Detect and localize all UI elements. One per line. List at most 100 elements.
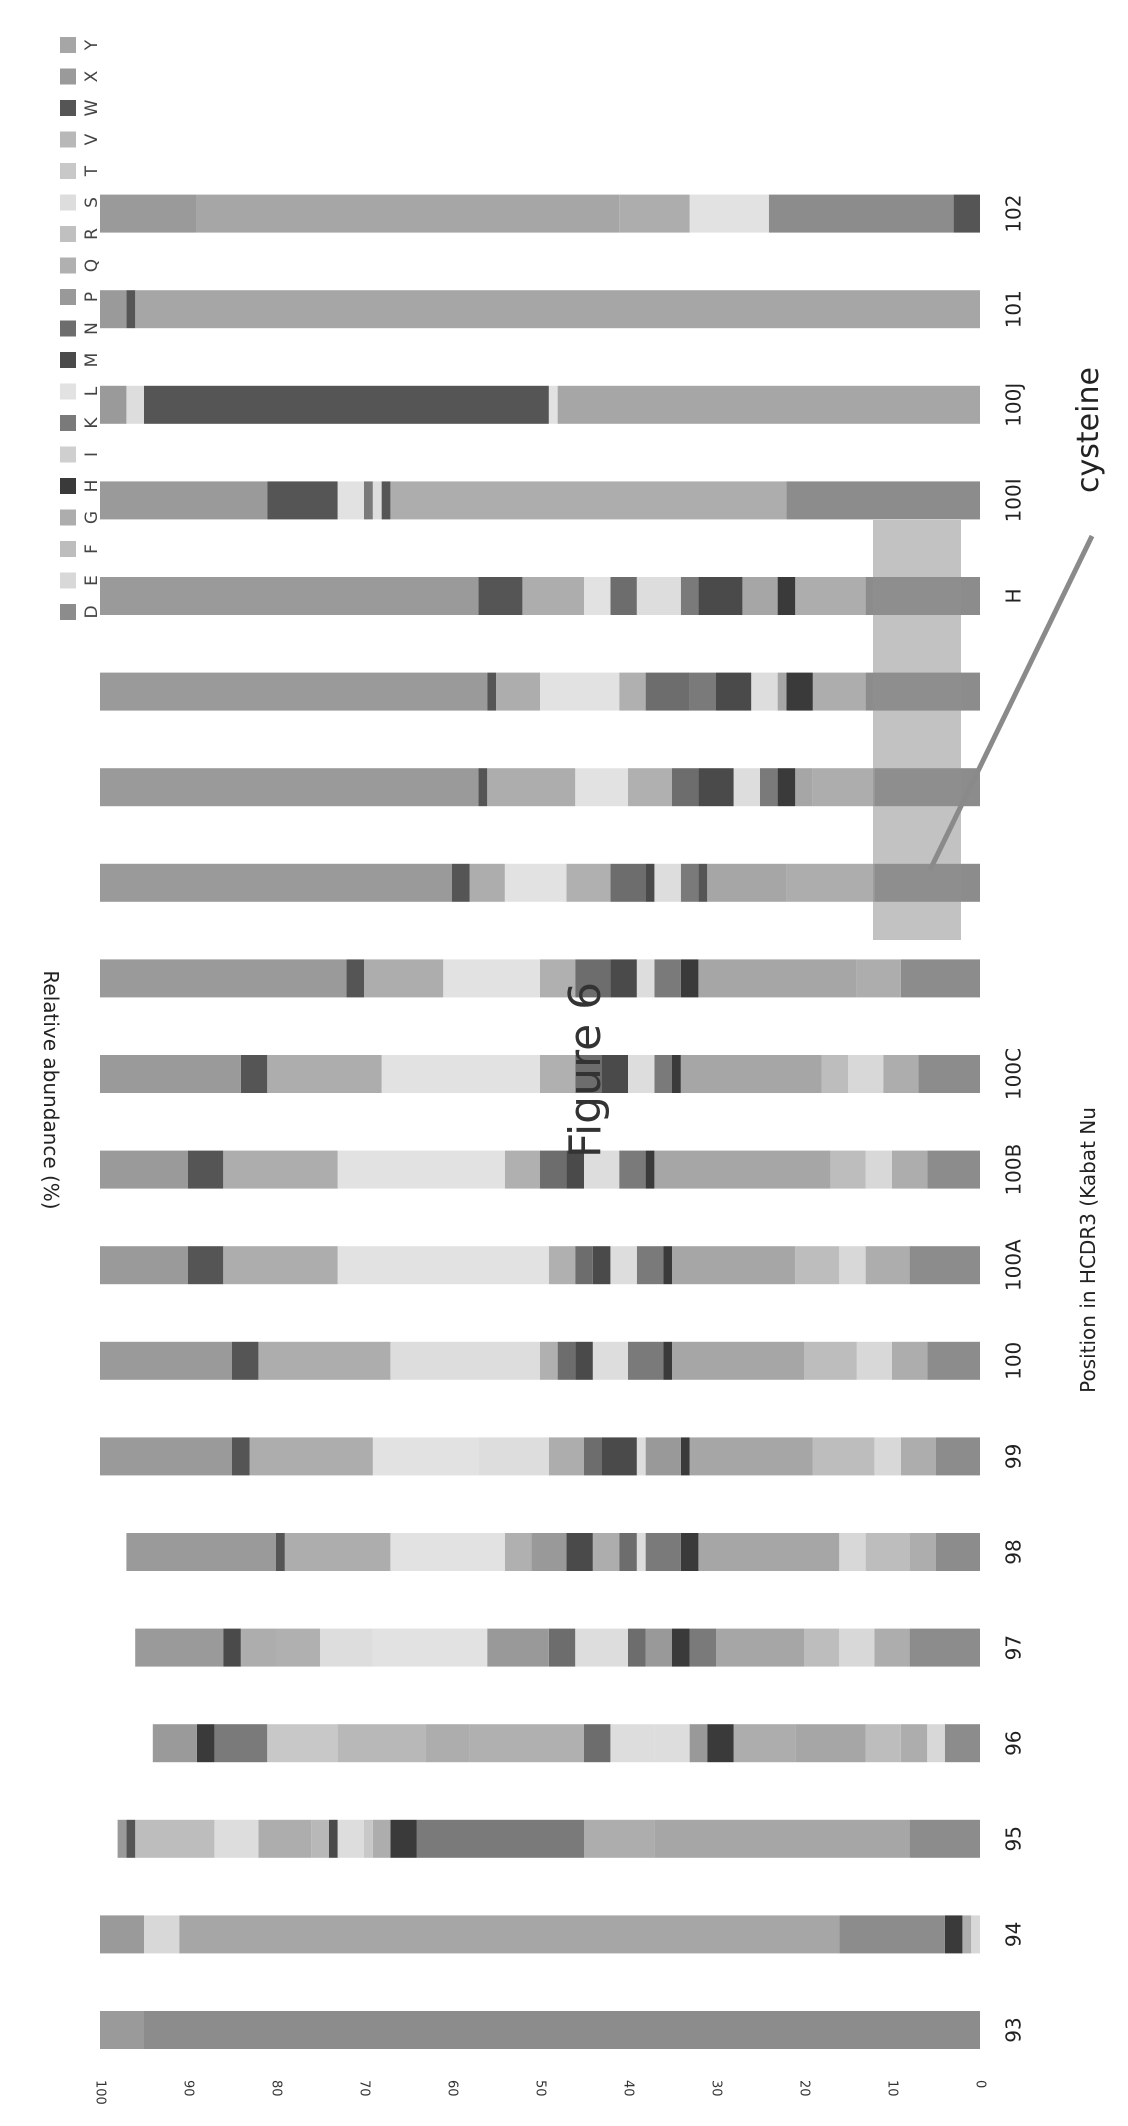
- cysteine-annotation: cysteine: [873, 367, 1106, 940]
- bar-segment-E: [839, 1533, 866, 1571]
- category-label: 101: [1002, 290, 1026, 328]
- bar-segment-Q: [548, 1246, 576, 1285]
- bar-segment-L: [504, 863, 567, 902]
- legend: Y X W V T S R Q P N M L K I H G F E D: [60, 37, 102, 620]
- bar-segment-S: [610, 1724, 655, 1763]
- bar-segment-H: [672, 1055, 681, 1093]
- bar-segment-K: [214, 1724, 268, 1763]
- x-axis-categories: 93 94 95 96 97 98 99 100 100A 100B 100C H 100I 100J 10…: [1002, 195, 1026, 2043]
- category-label: 100J: [1002, 383, 1026, 427]
- bar-segment-D: [918, 1055, 980, 1093]
- legend-swatch-I: [60, 446, 76, 463]
- bar-segment-W: [188, 1246, 224, 1285]
- bar-segment-P: [487, 1628, 549, 1667]
- bar-segment-K: [628, 1341, 664, 1380]
- legend-label-M: M: [82, 353, 102, 368]
- bar-segment-K: [654, 959, 681, 998]
- bar-segment-H: [680, 959, 699, 998]
- bar-segment-T: [364, 1819, 373, 1858]
- legend-swatch-M: [60, 352, 76, 368]
- bar-segment-K: [654, 1055, 672, 1093]
- bar-2: [100, 1915, 980, 1954]
- bar-segment-P: [531, 1533, 567, 1571]
- bar-segment-Y: [795, 768, 813, 807]
- bar-segment-N: [584, 1724, 611, 1763]
- bar-18: [100, 385, 980, 424]
- bar-segment-X: [100, 1150, 188, 1189]
- legend-label-X: X: [82, 70, 102, 82]
- bar-segment-D: [927, 1341, 980, 1380]
- bar-segment-H: [663, 1246, 672, 1285]
- bar-segment-G: [786, 863, 875, 902]
- bar-segment-Y: [742, 577, 778, 615]
- bar-segment-S: [372, 481, 382, 520]
- bar-segment-G: [962, 1915, 972, 1954]
- bar-segment-G: [892, 1150, 928, 1189]
- bar-segment-Q: [628, 768, 672, 807]
- bar-segment-T: [267, 1724, 338, 1763]
- bar-segment-G: [284, 1533, 391, 1571]
- bar-segment-S: [636, 1533, 646, 1571]
- legend-swatch-E: [60, 572, 76, 589]
- bar-segment-M: [601, 1437, 637, 1476]
- bar-segment-G: [372, 1819, 391, 1858]
- bar-segment-W: [232, 1341, 259, 1380]
- annotation-box: [873, 520, 961, 940]
- legend-label-G: G: [82, 511, 102, 524]
- bar-segment-W: [232, 1437, 250, 1476]
- legend-label-N: N: [82, 322, 102, 335]
- bar-segment-Y: [672, 1341, 804, 1380]
- bar-segment-D: [768, 194, 954, 233]
- bar-segment-M: [610, 959, 637, 998]
- bar-segment-G: [496, 672, 540, 711]
- bar-segment-W: [188, 1150, 224, 1189]
- bar-segment-X: [100, 194, 197, 233]
- legend-swatch-N: [60, 320, 76, 337]
- category-label: 97: [1002, 1635, 1026, 1660]
- legend-swatch-P: [60, 289, 76, 305]
- bar-20: [100, 194, 980, 233]
- legend-label-T: T: [82, 165, 102, 177]
- legend-swatch-T: [60, 163, 76, 179]
- bar-segment-G: [469, 863, 505, 902]
- bar-segment-N: [645, 672, 690, 711]
- bar-segment-G: [364, 959, 444, 998]
- bar-segment-S: [654, 863, 681, 902]
- bar-7: [100, 1437, 980, 1476]
- bar-segment-Y: [557, 385, 980, 424]
- bar-10: [100, 1150, 980, 1189]
- bar-segment-S: [636, 577, 681, 615]
- bar-segment-D: [944, 1724, 980, 1763]
- bar-segment-H: [786, 672, 813, 711]
- bar-segment-N: [540, 1150, 567, 1189]
- bar-segment-D: [144, 2011, 980, 2049]
- x-axis-title-group: Position in HCDR3 (Kabat Nu: [1076, 1107, 1100, 1393]
- category-label: 100C: [1002, 1048, 1026, 1100]
- bar-segment-X: [100, 959, 347, 998]
- category-label: 102: [1002, 195, 1026, 233]
- bar-segment-G: [258, 1819, 312, 1858]
- x-axis-title: Position in HCDR3 (Kabat Nu: [1076, 1107, 1100, 1393]
- legend-label-D: D: [82, 605, 102, 618]
- bar-segment-H: [672, 1628, 690, 1667]
- bar-5: [135, 1628, 980, 1667]
- bar-segment-G: [812, 672, 866, 711]
- bar-segment-L: [381, 1055, 540, 1093]
- bar-9: [100, 1246, 980, 1285]
- bar-segment-G: [425, 1724, 470, 1763]
- bar-segment-X: [100, 481, 268, 520]
- bar-segment-L: [689, 194, 769, 233]
- bar-segment-S: [126, 385, 144, 424]
- bar-segment-K: [645, 1533, 681, 1571]
- bar-segment-H: [680, 1437, 690, 1476]
- bar-segment-S: [733, 768, 760, 807]
- bar-segment-X: [100, 385, 127, 424]
- bar-segment-X: [135, 1628, 224, 1667]
- bar-segment-Y: [698, 959, 857, 998]
- bar-segment-G: [390, 481, 787, 520]
- bar-segment-S: [751, 672, 778, 711]
- bar-6: [126, 1533, 980, 1571]
- bar-segment-W: [381, 481, 391, 520]
- y-tick-label: 30: [709, 2080, 724, 2097]
- bar-segment-L: [548, 385, 558, 424]
